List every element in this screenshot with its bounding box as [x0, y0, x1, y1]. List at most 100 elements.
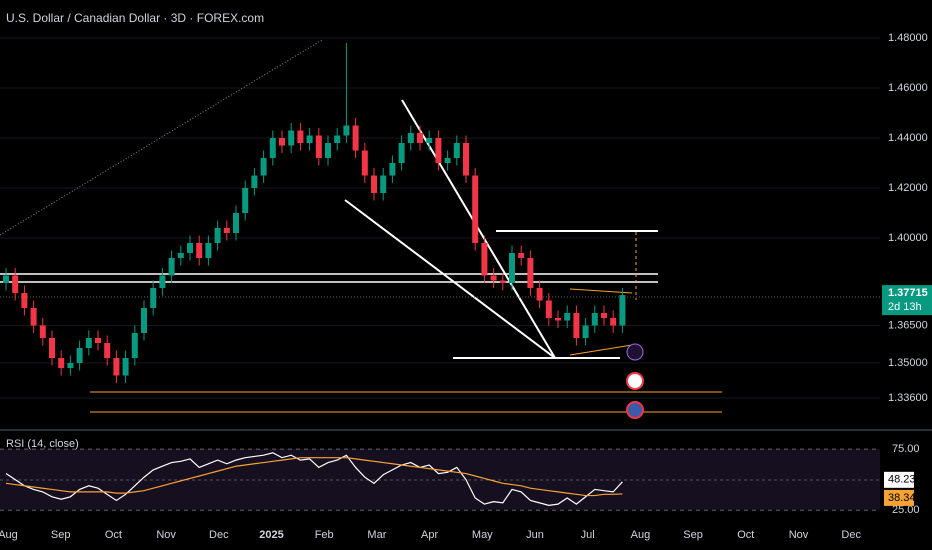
candle-body	[242, 188, 249, 213]
candle-body	[30, 308, 37, 326]
value-label: 38.34	[888, 492, 916, 504]
candle-body	[85, 338, 92, 348]
candle-body	[12, 275, 19, 293]
candle-body	[223, 228, 230, 233]
candle-body	[306, 135, 313, 143]
candle-body	[251, 175, 258, 188]
y-tick-label: 1.44000	[888, 132, 928, 144]
candle-body	[269, 138, 276, 158]
candle-body	[389, 163, 396, 176]
x-tick-label: Sep	[683, 529, 703, 541]
x-tick-label: Oct	[105, 529, 122, 541]
candle-body	[3, 275, 9, 283]
candle-body	[177, 253, 184, 258]
candle-body	[361, 150, 368, 176]
candle-body	[527, 258, 534, 288]
event-icon[interactable]	[626, 343, 644, 361]
y-tick-label: 1.33600	[888, 392, 928, 404]
value-badge	[884, 489, 914, 506]
event-icon[interactable]	[626, 372, 644, 390]
x-tick-label: Nov	[156, 529, 176, 541]
candle-body	[407, 133, 414, 143]
candle-body	[619, 295, 626, 326]
triangle-line	[569, 288, 633, 294]
x-tick-label: Jul	[581, 529, 595, 541]
x-tick-label: 2025	[259, 529, 283, 541]
candle-body	[21, 293, 28, 308]
y-tick-label: 1.48000	[888, 32, 928, 44]
candle-body	[426, 138, 433, 143]
candle-body	[518, 253, 525, 258]
event-icon[interactable]	[626, 401, 644, 419]
countdown: 2d 13h	[888, 301, 922, 313]
candle-body	[95, 338, 101, 343]
x-tick-label: Dec	[841, 529, 861, 541]
candle-body	[371, 175, 377, 193]
triangle-line	[569, 344, 633, 356]
value-badge	[884, 471, 914, 488]
candle-body	[536, 288, 543, 301]
price-badge	[882, 285, 932, 316]
candle-body	[122, 358, 129, 376]
candle-body	[288, 130, 295, 146]
x-tick-label: Apr	[421, 529, 438, 541]
candle-body	[196, 243, 203, 258]
candle-body	[610, 318, 617, 326]
candle-body	[315, 135, 322, 158]
candle-body	[582, 325, 589, 338]
marks	[3, 43, 626, 506]
candle-body	[187, 243, 193, 253]
candle-body	[564, 313, 571, 321]
candle-body	[352, 125, 359, 151]
x-tick-label: Aug	[631, 529, 651, 541]
candle-body	[260, 158, 267, 176]
y-tick-label: 1.46000	[888, 82, 928, 94]
candle-body	[214, 228, 221, 243]
x-tick-label: Sep	[51, 529, 71, 541]
candle-body	[159, 275, 166, 288]
candle-body	[453, 143, 460, 158]
rsi-title: RSI (14, close)	[6, 438, 79, 450]
x-tick-label: Oct	[737, 529, 754, 541]
candle-body	[49, 338, 55, 358]
candle-body	[141, 308, 147, 333]
value-label: 48.23	[888, 474, 916, 486]
y-tick-label: 25.00	[892, 504, 920, 516]
x-tick-label: Aug	[0, 529, 18, 541]
candle-body	[343, 125, 350, 136]
price-label: 1.37715	[888, 287, 928, 299]
candle-body	[104, 343, 111, 358]
candle-body	[150, 288, 157, 308]
candle-body	[601, 313, 607, 318]
candle-body	[481, 243, 488, 276]
x-tick-label: May	[472, 529, 493, 541]
candle-body	[490, 275, 497, 281]
candle-body	[591, 313, 598, 326]
y-tick-label: 1.35000	[888, 357, 928, 369]
y-tick-label: 1.40000	[888, 232, 928, 244]
candle-body	[573, 313, 580, 338]
labels: 1.48000 1.46000 1.44000 1.42000 1.40000 1.365…	[0, 32, 932, 541]
candle-body	[334, 135, 341, 143]
candle-body	[58, 358, 65, 368]
candle-body	[205, 243, 212, 258]
candle-body	[417, 133, 423, 143]
rsi-line	[5, 457, 623, 497]
y-tick-label: 75.00	[892, 443, 920, 455]
rsi-line	[5, 452, 623, 506]
candle-body	[509, 253, 515, 283]
candle-body	[435, 138, 442, 163]
y-tick-label: 1.42000	[888, 182, 928, 194]
candle-body	[168, 258, 175, 276]
candle-body	[555, 318, 561, 321]
candle-body	[472, 175, 479, 243]
y-tick-label: 1.36500	[888, 319, 928, 331]
candle-body	[545, 300, 552, 318]
candle-body	[444, 158, 451, 163]
x-tick-label: Dec	[209, 529, 229, 541]
candle-body	[233, 213, 239, 233]
candle-body	[131, 333, 138, 358]
x-tick-label: Feb	[315, 529, 334, 541]
candle-body	[279, 138, 285, 146]
